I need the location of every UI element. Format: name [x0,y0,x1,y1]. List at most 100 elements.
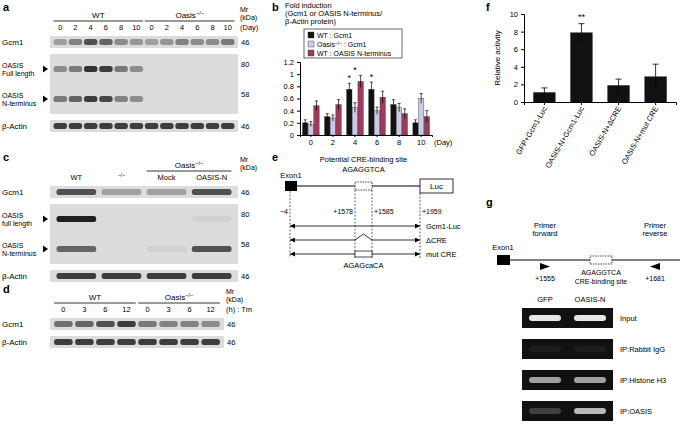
legend-swatch [308,32,314,38]
lane-label: Mock [158,173,176,182]
error-bar [337,100,340,110]
lane-label: 4 [180,23,184,32]
band [102,189,142,195]
band [75,339,94,345]
row-label: IP:OASIS [620,407,652,416]
band [54,39,67,45]
band [99,66,112,72]
group-label: Oasis−/− [165,292,194,302]
row-label: OASIS [2,212,24,219]
band-arrow [43,216,48,223]
tick-mark [297,74,300,75]
panel-label: g [486,196,493,208]
cre-box [355,182,372,190]
band [102,216,142,222]
panel-label: b [272,1,279,13]
unit-label: (h) : Tm [226,305,252,314]
construct-label: mut CRE [426,250,456,259]
axis-line [525,103,677,106]
error-bar [541,88,547,97]
tick-mark [297,111,300,112]
band [206,96,219,102]
lane-label: 8 [119,23,123,32]
group-line [147,171,232,172]
tick-label: 2 [331,138,335,147]
error-bar [398,103,401,112]
tick-label: 2 [514,80,518,89]
band [159,321,178,327]
axis-title: Relative activity [493,30,502,86]
gel [522,370,613,390]
mr-marker: 58 [241,90,249,99]
tick-label: 0.8 [284,82,294,91]
tick-label: 1 [290,70,294,79]
band [192,216,232,222]
lane-label: 0 [145,305,149,314]
band [114,39,127,45]
panel-label: c [3,151,9,163]
band [192,273,232,279]
blot-membrane [50,204,238,264]
tick: 4 [514,63,524,72]
band [114,123,127,129]
band [147,189,187,195]
error-bar [326,114,329,120]
row-label: β-Actin [2,122,27,131]
row-label: OASIS [2,62,24,69]
primer-label: reverse [642,229,667,238]
band [130,96,143,102]
row-label: IP:Rabbit IgG [620,345,665,354]
error-bar [348,83,351,95]
tick-label: 1.2 [284,58,294,67]
band-arrow [43,246,48,253]
band [96,321,115,327]
tick-label: 4 [514,63,518,72]
position-label: +1555 [535,275,555,282]
lane-label: 6 [103,305,107,314]
blot-membrane [50,336,224,348]
lane-label: 2 [165,23,169,32]
tick: 8 [514,27,524,36]
tick-label: 0 [290,131,294,140]
error-bar [331,115,334,121]
band [69,96,82,102]
row-label: N-terminus [2,100,37,107]
lane-label: 0 [58,23,62,32]
band [57,216,97,222]
band [117,339,136,345]
tick-mark [399,135,400,137]
band [175,123,188,129]
band [145,39,158,45]
blot-panel: WTOasis−/−0361203612(h) : TmMr(kDa)Gcm14… [2,288,252,348]
mr-marker: 80 [241,210,249,219]
position-label: +1959 [422,208,442,215]
mr-marker: 80 [241,60,249,69]
tick-mark [297,135,300,136]
row-label: full length [2,220,32,228]
tick-mark [332,135,333,137]
band [192,189,232,195]
band [191,123,204,129]
panel-label: d [3,283,10,295]
lane-label: −/− [118,172,126,178]
band [57,273,97,279]
band [221,39,234,45]
band [175,96,188,102]
band [206,39,219,45]
tick-mark [521,14,524,15]
band [99,123,112,129]
blot-membrane [50,270,238,282]
tick-mark [521,102,524,103]
band [84,96,97,102]
figure: abcdefgWTOasis−/−02468100246810(Day)Mr(k… [0,0,685,435]
exon-box [285,181,297,191]
band-arrow [43,96,48,103]
primer-reverse [650,263,660,270]
tick-label: 0.6 [284,94,294,103]
mr-label: Mr [240,156,249,163]
lane-label: 8 [210,23,214,32]
exon-label: Exon1 [280,171,301,180]
band-arrow [43,66,48,73]
row-label: OASIS [2,92,24,99]
band [117,321,136,327]
